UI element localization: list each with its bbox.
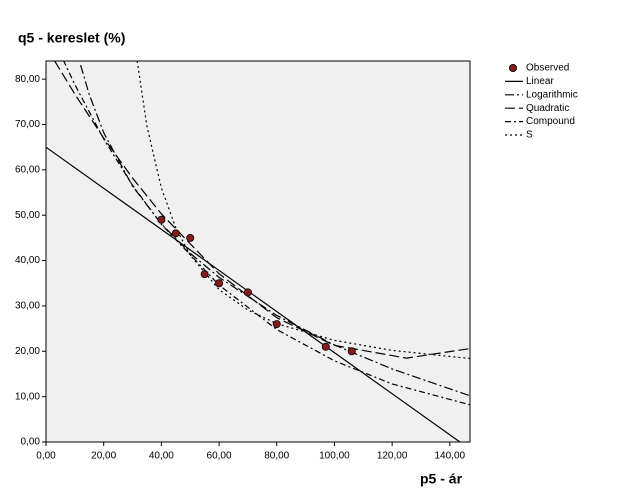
x-tick-label: 140,00 (435, 451, 466, 462)
x-tick-label: 60,00 (207, 451, 232, 462)
legend-label: Linear (526, 76, 554, 87)
plot-area (45, 60, 471, 443)
data-point (171, 229, 180, 238)
y-tick-label: 70,00 (15, 119, 40, 130)
data-point (157, 215, 166, 224)
legend-label: S (526, 130, 533, 141)
y-tick-label: 10,00 (15, 391, 40, 402)
y-tick-label: 60,00 (15, 164, 40, 175)
fit-line (54, 61, 470, 359)
x-tick-label: 0,00 (36, 451, 56, 462)
x-tick-label: 80,00 (264, 451, 289, 462)
data-point (215, 279, 224, 288)
x-tick-label: 100,00 (319, 451, 350, 462)
x-tick-label: 20,00 (91, 451, 116, 462)
data-point (321, 342, 330, 351)
data-point (200, 270, 209, 279)
x-tick-label: 40,00 (149, 451, 174, 462)
legend-marker (508, 64, 517, 73)
data-point (272, 320, 281, 329)
fit-line (46, 146, 461, 442)
y-tick-label: 30,00 (15, 301, 40, 312)
x-tick-label: 120,00 (377, 451, 408, 462)
legend-label: Compound (526, 116, 575, 127)
y-tick-label: 80,00 (15, 74, 40, 85)
data-point (243, 288, 252, 297)
y-tick-label: 50,00 (15, 210, 40, 221)
y-tick-label: 20,00 (15, 346, 40, 357)
x-axis-title: p5 - ár (420, 471, 463, 487)
legend-label: Logarithmic (526, 89, 578, 100)
y-axis-title: q5 - kereslet (%) (18, 30, 125, 46)
y-tick-label: 0,00 (21, 437, 41, 448)
legend-label: Observed (526, 63, 569, 74)
data-point (186, 233, 195, 242)
legend-label: Quadratic (526, 103, 569, 114)
y-tick-label: 40,00 (15, 255, 40, 266)
data-point (347, 347, 356, 356)
fit-line (63, 61, 470, 406)
